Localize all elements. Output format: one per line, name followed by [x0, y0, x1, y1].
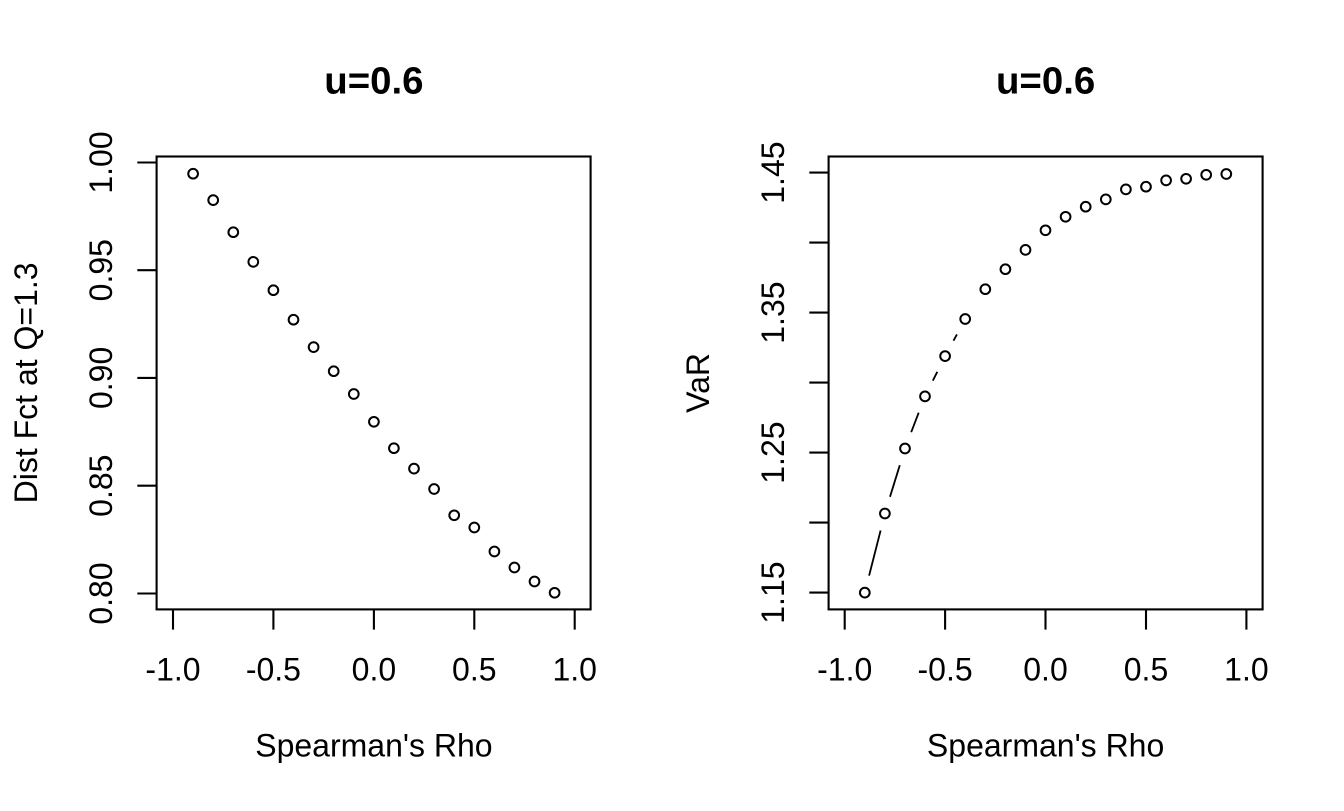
- svg-text:0.0: 0.0: [1023, 651, 1067, 687]
- svg-text:Spearman's Rho: Spearman's Rho: [927, 727, 1164, 763]
- svg-text:1.15: 1.15: [755, 561, 791, 623]
- svg-text:1.00: 1.00: [83, 131, 119, 193]
- svg-text:u=0.6: u=0.6: [996, 60, 1095, 103]
- svg-text:-1.0: -1.0: [145, 651, 200, 687]
- svg-text:0.95: 0.95: [83, 239, 119, 301]
- svg-text:Spearman's Rho: Spearman's Rho: [255, 727, 492, 763]
- svg-text:u=0.6: u=0.6: [324, 60, 423, 103]
- svg-text:0.85: 0.85: [83, 455, 119, 517]
- svg-text:0.80: 0.80: [83, 562, 119, 624]
- svg-text:0.5: 0.5: [452, 651, 496, 687]
- svg-text:0.5: 0.5: [1124, 651, 1168, 687]
- svg-text:1.25: 1.25: [755, 421, 791, 483]
- svg-text:Dist Fct at Q=1.3: Dist Fct at Q=1.3: [8, 262, 44, 503]
- svg-text:VaR: VaR: [680, 353, 716, 413]
- svg-text:-1.0: -1.0: [817, 651, 872, 687]
- svg-text:-0.5: -0.5: [918, 651, 973, 687]
- svg-text:0.90: 0.90: [83, 347, 119, 409]
- svg-text:1.35: 1.35: [755, 281, 791, 343]
- svg-text:1.45: 1.45: [755, 141, 791, 203]
- svg-text:1.0: 1.0: [552, 651, 596, 687]
- svg-text:0.0: 0.0: [352, 651, 396, 687]
- svg-text:-0.5: -0.5: [246, 651, 301, 687]
- svg-text:1.0: 1.0: [1224, 651, 1268, 687]
